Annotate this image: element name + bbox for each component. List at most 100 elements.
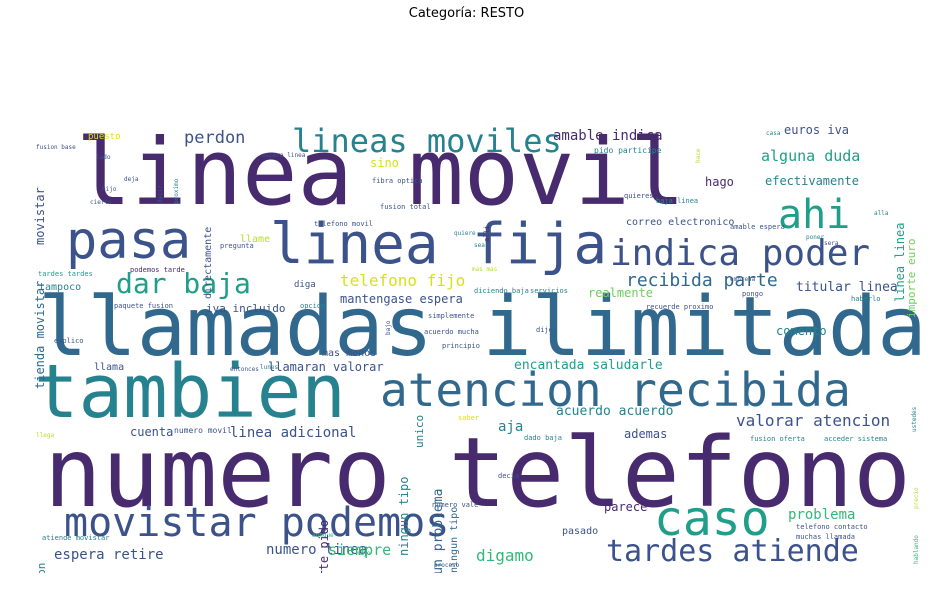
word-telefono-fijo: telefono fijo — [340, 271, 466, 290]
word-diciendo-baja: diciendo baja — [474, 287, 529, 295]
word-alguna-duda: alguna duda — [761, 147, 861, 165]
word-tienda-movistar: tienda movistar — [34, 280, 47, 389]
word-mantengase-espera: mantengase espera — [340, 292, 463, 306]
word-ustedes: ustedes — [911, 406, 918, 432]
word-numero-linea: espera retire — [54, 547, 164, 563]
word-pido-participe: pido participe — [594, 146, 662, 155]
word-paquete-fusion: paquete fusion — [114, 302, 174, 310]
word-parte-pido: ningun tipo — [397, 476, 411, 556]
word-dado-baja: dado baja — [524, 434, 562, 442]
word-sera: sera — [824, 240, 839, 247]
word-ningun-tipo-2: ningun tipo — [449, 506, 460, 573]
word-amable-espera: amable espera — [730, 223, 785, 231]
word-atiende-movistar: atiende movistar — [42, 534, 110, 542]
word-ningun-tipo: ningun problema — [431, 488, 446, 573]
word-llamaran-valorar: llamaran valorar — [268, 360, 384, 374]
word-cierto: cierto — [90, 199, 112, 206]
word-linea-fija: linea fija — [270, 212, 608, 277]
word-ahi: ahi — [778, 192, 851, 238]
word-caso: caso — [654, 491, 770, 547]
word-movistar-podemos: movistar podemos — [64, 500, 450, 546]
word-empresa: empresa — [730, 276, 756, 283]
word-llega: llega — [36, 432, 55, 439]
word-cuenta: cuenta — [130, 425, 174, 439]
word-pasa: pasa — [66, 211, 192, 271]
word-recibida-parte: recibida parte — [626, 270, 778, 291]
word-realmente: realmente — [588, 286, 654, 300]
word-precio: precio — [913, 487, 920, 509]
word-acuerdo-acuerdo: acuerdo acuerdo — [556, 404, 674, 419]
word-cloud: linea movil llamadas ilimitada numero te… — [34, 115, 921, 573]
word-tardes-tardes: tardes tardes — [38, 270, 93, 278]
word-entonces: entonces — [230, 366, 259, 373]
word-saber: saber — [458, 414, 480, 422]
word-quiere: quiere — [454, 230, 476, 237]
word-tardes-atiende: tardes atiende — [606, 534, 859, 569]
word-lado: lado — [96, 154, 111, 161]
word-espera-linea: espera linea — [262, 152, 306, 159]
word-principio: principio — [442, 342, 480, 350]
word-hace: hace — [695, 148, 702, 163]
word-indica-poder: indica poder — [610, 233, 871, 274]
word-aja: aja — [498, 419, 524, 435]
word-linea-movil: linea movil — [76, 119, 686, 226]
word-recuerde-proximo: recuerde proximo — [646, 303, 714, 311]
word-acuerdo-mucha: acuerdo mucha — [424, 328, 479, 336]
word-haberlo: haberlo — [851, 295, 881, 303]
word-llama: llame — [240, 234, 271, 245]
word-titular-linea: titular linea — [796, 280, 898, 295]
word-dije: dije — [536, 326, 553, 334]
word-opcion: opcion — [300, 302, 326, 310]
word-atencion-recibida: atencion recibida — [380, 363, 851, 417]
word-importe-euro: importe euro — [905, 238, 918, 318]
word-efectivamente: efectivamente — [765, 174, 859, 188]
word-servicios: servicios — [530, 287, 568, 295]
word-encantada-saludarle: encantada saludarle — [514, 358, 663, 373]
word-decir: decir — [157, 184, 164, 203]
word-muchas-llamada: muchas llamada — [796, 533, 856, 541]
word-bajo: bajo — [385, 320, 392, 335]
word-llame: tampoco — [39, 282, 82, 293]
word-lineas-moviles: lineas moviles — [292, 122, 562, 160]
word-quieres: quieres — [624, 192, 654, 200]
word-ningun-problema: mas menos — [322, 348, 377, 359]
word-casa: casa — [766, 130, 781, 137]
word-hijo: hijo — [102, 186, 117, 193]
word-linea-adicional: linea adicional — [230, 425, 357, 441]
word-iva-incluido: digamo — [476, 546, 534, 565]
word-numero-movil: numero movil — [174, 426, 232, 435]
word-deja: deja — [124, 176, 139, 183]
word-aunque: aunque — [312, 532, 334, 539]
word-pasado: pasado — [562, 526, 599, 537]
word-comento: comento — [776, 324, 827, 338]
word-movistar-v: movistar — [34, 187, 47, 245]
word-tambien: tambien — [34, 349, 346, 435]
word-hablando: hablando — [913, 535, 920, 564]
word-sino: iva incluido — [206, 302, 286, 315]
word-lunes: lunes — [260, 364, 279, 371]
word-telefono-contacto: telefono contacto — [796, 523, 868, 531]
word-espera-retire: problema — [788, 507, 856, 523]
word-problema: parece — [604, 500, 648, 514]
word-numero-vale: numero vale — [432, 501, 479, 509]
word-tampoco: sino — [370, 156, 399, 170]
word-amable-indica: amable indica — [553, 128, 663, 144]
word-acceder-sistema: acceder sistema — [824, 435, 888, 443]
word-numero-telefono: numero telefono — [44, 417, 911, 529]
word-pongo: pongo — [742, 290, 764, 298]
word-pregunta: pregunta — [220, 242, 254, 250]
word-mas-menos: llama — [94, 362, 125, 373]
word-hago: hago — [705, 175, 734, 189]
word-fusion-oferta: fusion oferta — [750, 435, 805, 443]
word-unico: unico — [413, 414, 426, 448]
word-puesto: puesto — [88, 132, 121, 142]
word-baja-linea: baja linea — [656, 197, 699, 205]
word-sea: sea — [474, 242, 485, 249]
word-podemos-tarde: podemos tarde — [130, 266, 185, 274]
word-llamadas-ilimitada: llamadas ilimitada — [38, 280, 921, 375]
word-telefono-movil: telefono movil — [314, 220, 374, 228]
word-alli: parte pido — [317, 519, 331, 573]
word-correo-electronico: correo electronico — [626, 217, 735, 228]
word-proximo: proximo — [173, 178, 180, 204]
word-fibra-optica: fibra optica — [372, 177, 423, 185]
